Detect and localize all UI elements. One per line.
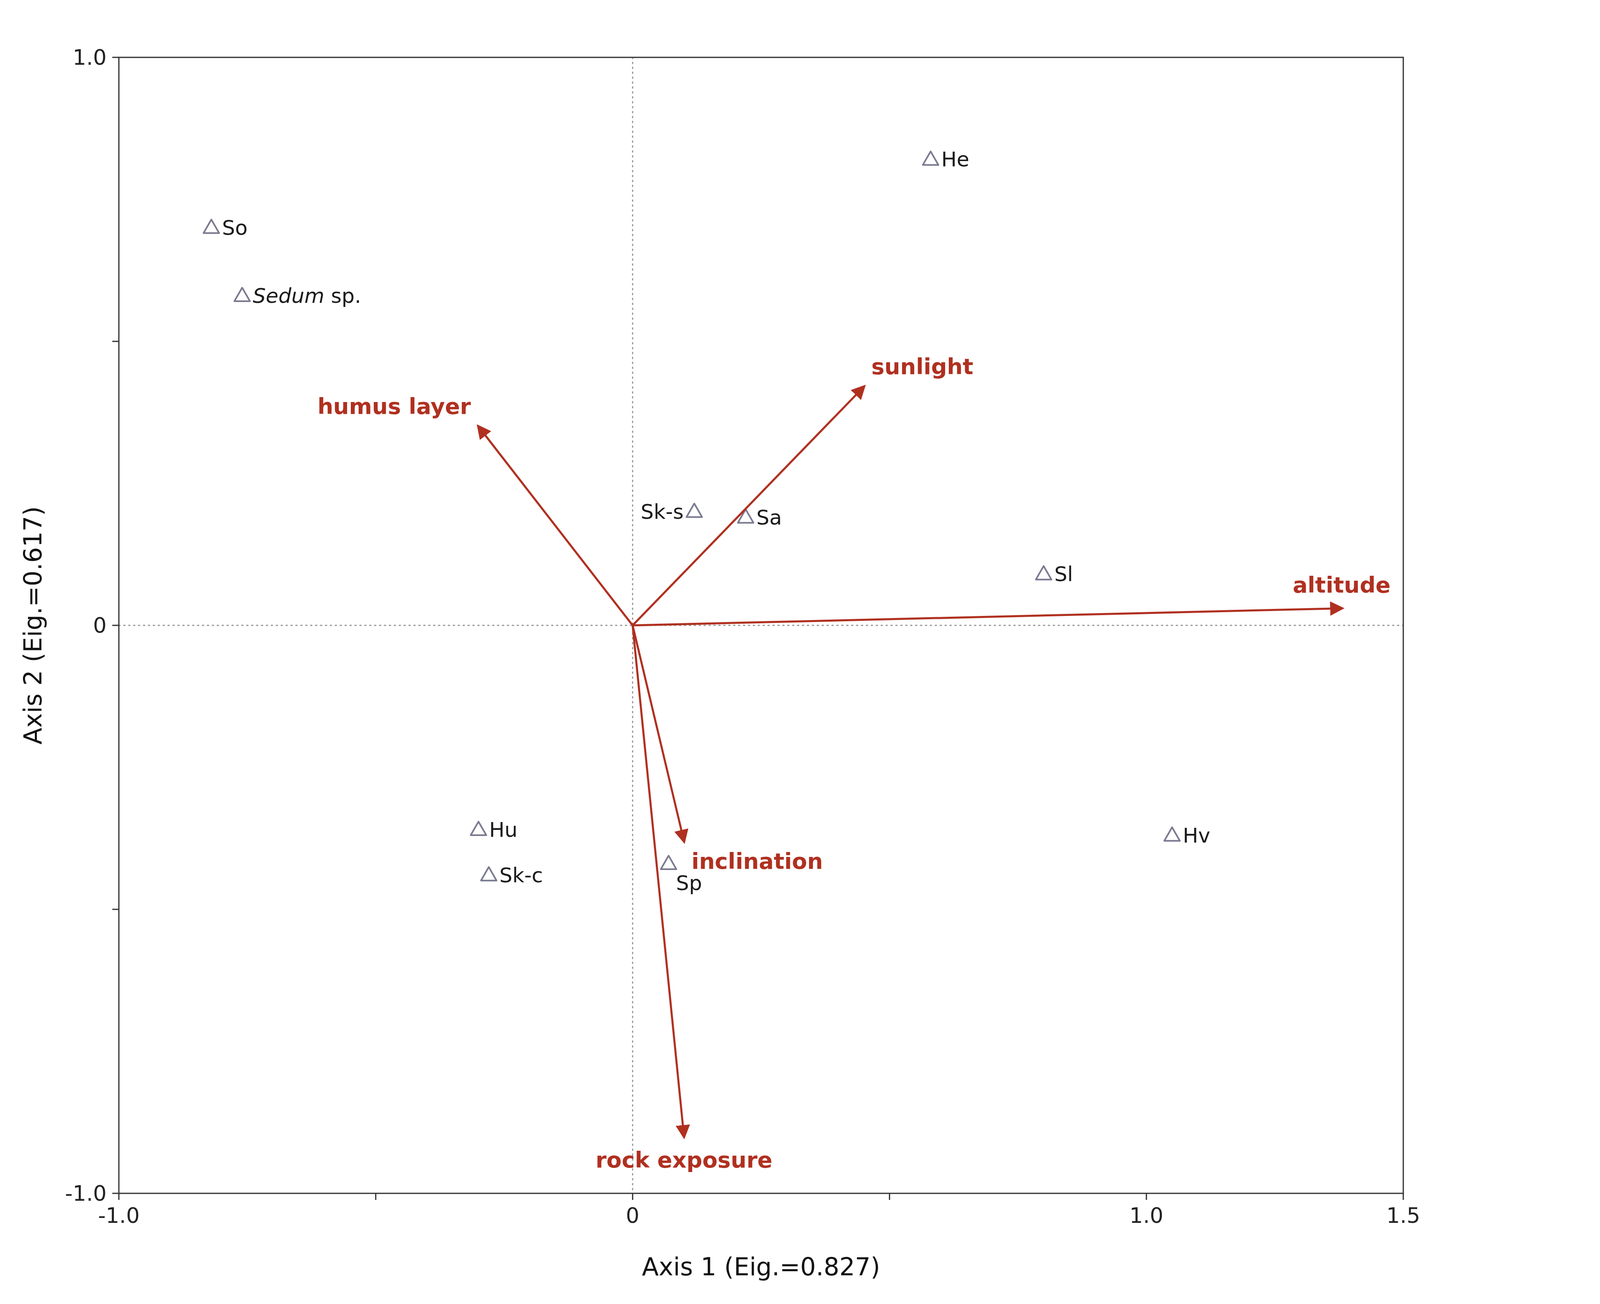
y-axis-label: Axis 2 (Eig.=0.617): [18, 506, 48, 745]
arrow-label: rock exposure: [595, 1147, 773, 1173]
species-point: [922, 151, 939, 165]
species-point: [686, 503, 703, 518]
y-tick: [112, 340, 119, 343]
arrow: [632, 625, 685, 842]
species-point: [203, 219, 220, 234]
species-label: Sedum sp.: [252, 284, 362, 308]
species-point: [470, 821, 487, 836]
arrow-label: humus layer: [317, 393, 472, 420]
x-tick: [1402, 1193, 1405, 1200]
plot-area: [118, 57, 1404, 1194]
species-point: [1164, 827, 1180, 841]
plot-frame: [118, 57, 1404, 1194]
species-label: Sk-s: [640, 500, 684, 524]
species-label: Sk-c: [499, 863, 544, 888]
arrow: [632, 386, 864, 626]
y-tick-label: 0: [93, 613, 107, 638]
x-tick: [375, 1193, 377, 1200]
species-label: So: [222, 215, 248, 240]
species-point: [1035, 565, 1052, 580]
labels: altitude sunlight humus layer inclination ro…: [222, 147, 1391, 1173]
chart: -1.0 0 1.0 1.5 -1.0 0 1.0 Axis 1 (Eig.=0.827) Ax…: [0, 0, 1600, 1304]
arrow: [632, 608, 1342, 626]
species-point: [234, 287, 250, 302]
species-point: [737, 509, 754, 523]
x-tick: [631, 1193, 634, 1200]
x-tick: [888, 1193, 891, 1200]
zero-line: [118, 625, 1404, 627]
x-tick-label: 0: [625, 1203, 640, 1228]
y-tick: [112, 625, 119, 627]
species-label: Sa: [756, 505, 782, 530]
x-tick-label: -1.0: [97, 1203, 140, 1228]
arrow-label: sunlight: [871, 353, 974, 380]
y-tick: [112, 56, 119, 59]
species-label: Hu: [489, 818, 518, 842]
species-label: Sl: [1054, 562, 1073, 587]
x-tick: [1145, 1193, 1148, 1200]
species-point: [660, 855, 677, 870]
species-label-rest: sp.: [324, 284, 362, 308]
species-label: Hv: [1182, 823, 1211, 848]
y-tick: [112, 909, 119, 911]
background: [0, 0, 1600, 1304]
species-point: [481, 867, 497, 881]
x-tick: [118, 1193, 120, 1200]
species-label: Sp: [676, 871, 703, 896]
arrow-label: altitude: [1292, 572, 1391, 598]
x-tick-label: 1.0: [1129, 1203, 1164, 1228]
species-label-genus: Sedum: [252, 284, 325, 308]
y-tick-label: 1.0: [72, 45, 107, 70]
y-tick-label: -1.0: [65, 1181, 107, 1206]
arrow: [478, 426, 633, 626]
x-tick-label: 1.5: [1386, 1203, 1421, 1228]
x-axis-label: Axis 1 (Eig.=0.827): [641, 1252, 880, 1282]
arrow-label: inclination: [691, 848, 823, 875]
axes: -1.0 0 1.0 1.5 -1.0 0 1.0: [65, 45, 1421, 1228]
y-tick: [112, 1193, 119, 1195]
species-label: He: [941, 147, 970, 172]
